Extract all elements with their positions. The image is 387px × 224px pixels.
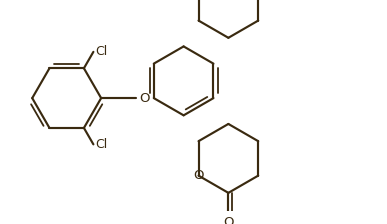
Text: O: O bbox=[139, 92, 150, 105]
Text: Cl: Cl bbox=[95, 138, 108, 151]
Text: Cl: Cl bbox=[95, 45, 108, 58]
Text: O: O bbox=[193, 169, 204, 182]
Text: O: O bbox=[223, 216, 234, 224]
